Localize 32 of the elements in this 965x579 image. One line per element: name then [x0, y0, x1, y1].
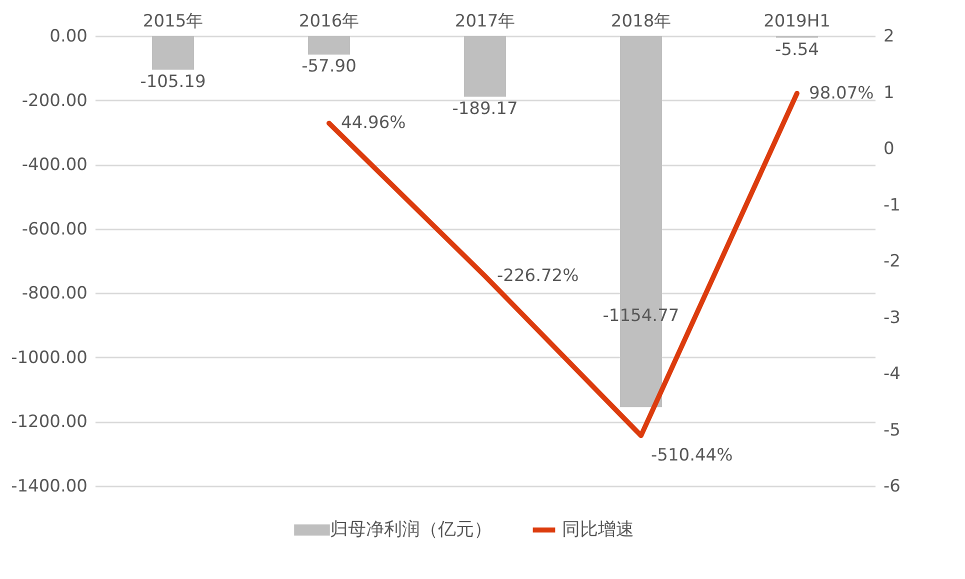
y2-tick-label: -3 [884, 308, 900, 328]
y2-tick-label: -2 [884, 252, 900, 272]
y-tick-label: -1000.00 [11, 348, 88, 368]
data-label: 44.96% [341, 113, 406, 134]
data-label: -5.54 [775, 40, 819, 60]
data-label: -105.19 [140, 72, 206, 92]
x-tick-label: 2017年 [454, 12, 516, 32]
y2-tick-label: 0 [884, 139, 894, 159]
y2-tick-label: 2 [884, 26, 894, 46]
y2-tick-label: -4 [884, 364, 900, 384]
y2-tick-label: -1 [884, 195, 900, 216]
data-label: -510.44% [651, 446, 733, 466]
y-tick-label: 0.00 [50, 26, 88, 46]
x-tick-label: 2018年 [610, 12, 672, 32]
y-tick-label: -1200.00 [11, 412, 88, 432]
data-label: 98.07% [809, 83, 874, 104]
y2-tick-label: -6 [884, 476, 900, 496]
x-tick-label: 2019H1 [764, 12, 830, 32]
y2-tick-label: -5 [884, 420, 900, 440]
y-tick-label: -200.00 [22, 90, 88, 111]
data-label: -226.72% [497, 266, 579, 286]
data-label: -57.90 [302, 56, 356, 77]
x-tick-label: 2015年 [142, 12, 204, 32]
y-tick-label: -400.00 [22, 155, 88, 176]
y-tick-label: -600.00 [22, 219, 88, 240]
x-tick-label: 2016年 [298, 12, 360, 32]
y2-tick-label: 1 [884, 82, 894, 103]
legend-label: 归母净利润（亿元） [330, 519, 492, 540]
y-tick-label: -800.00 [22, 284, 88, 304]
legend-label: 同比增速 [562, 519, 634, 540]
y-tick-label: -1400.00 [11, 476, 88, 496]
data-label: -189.17 [452, 98, 518, 119]
